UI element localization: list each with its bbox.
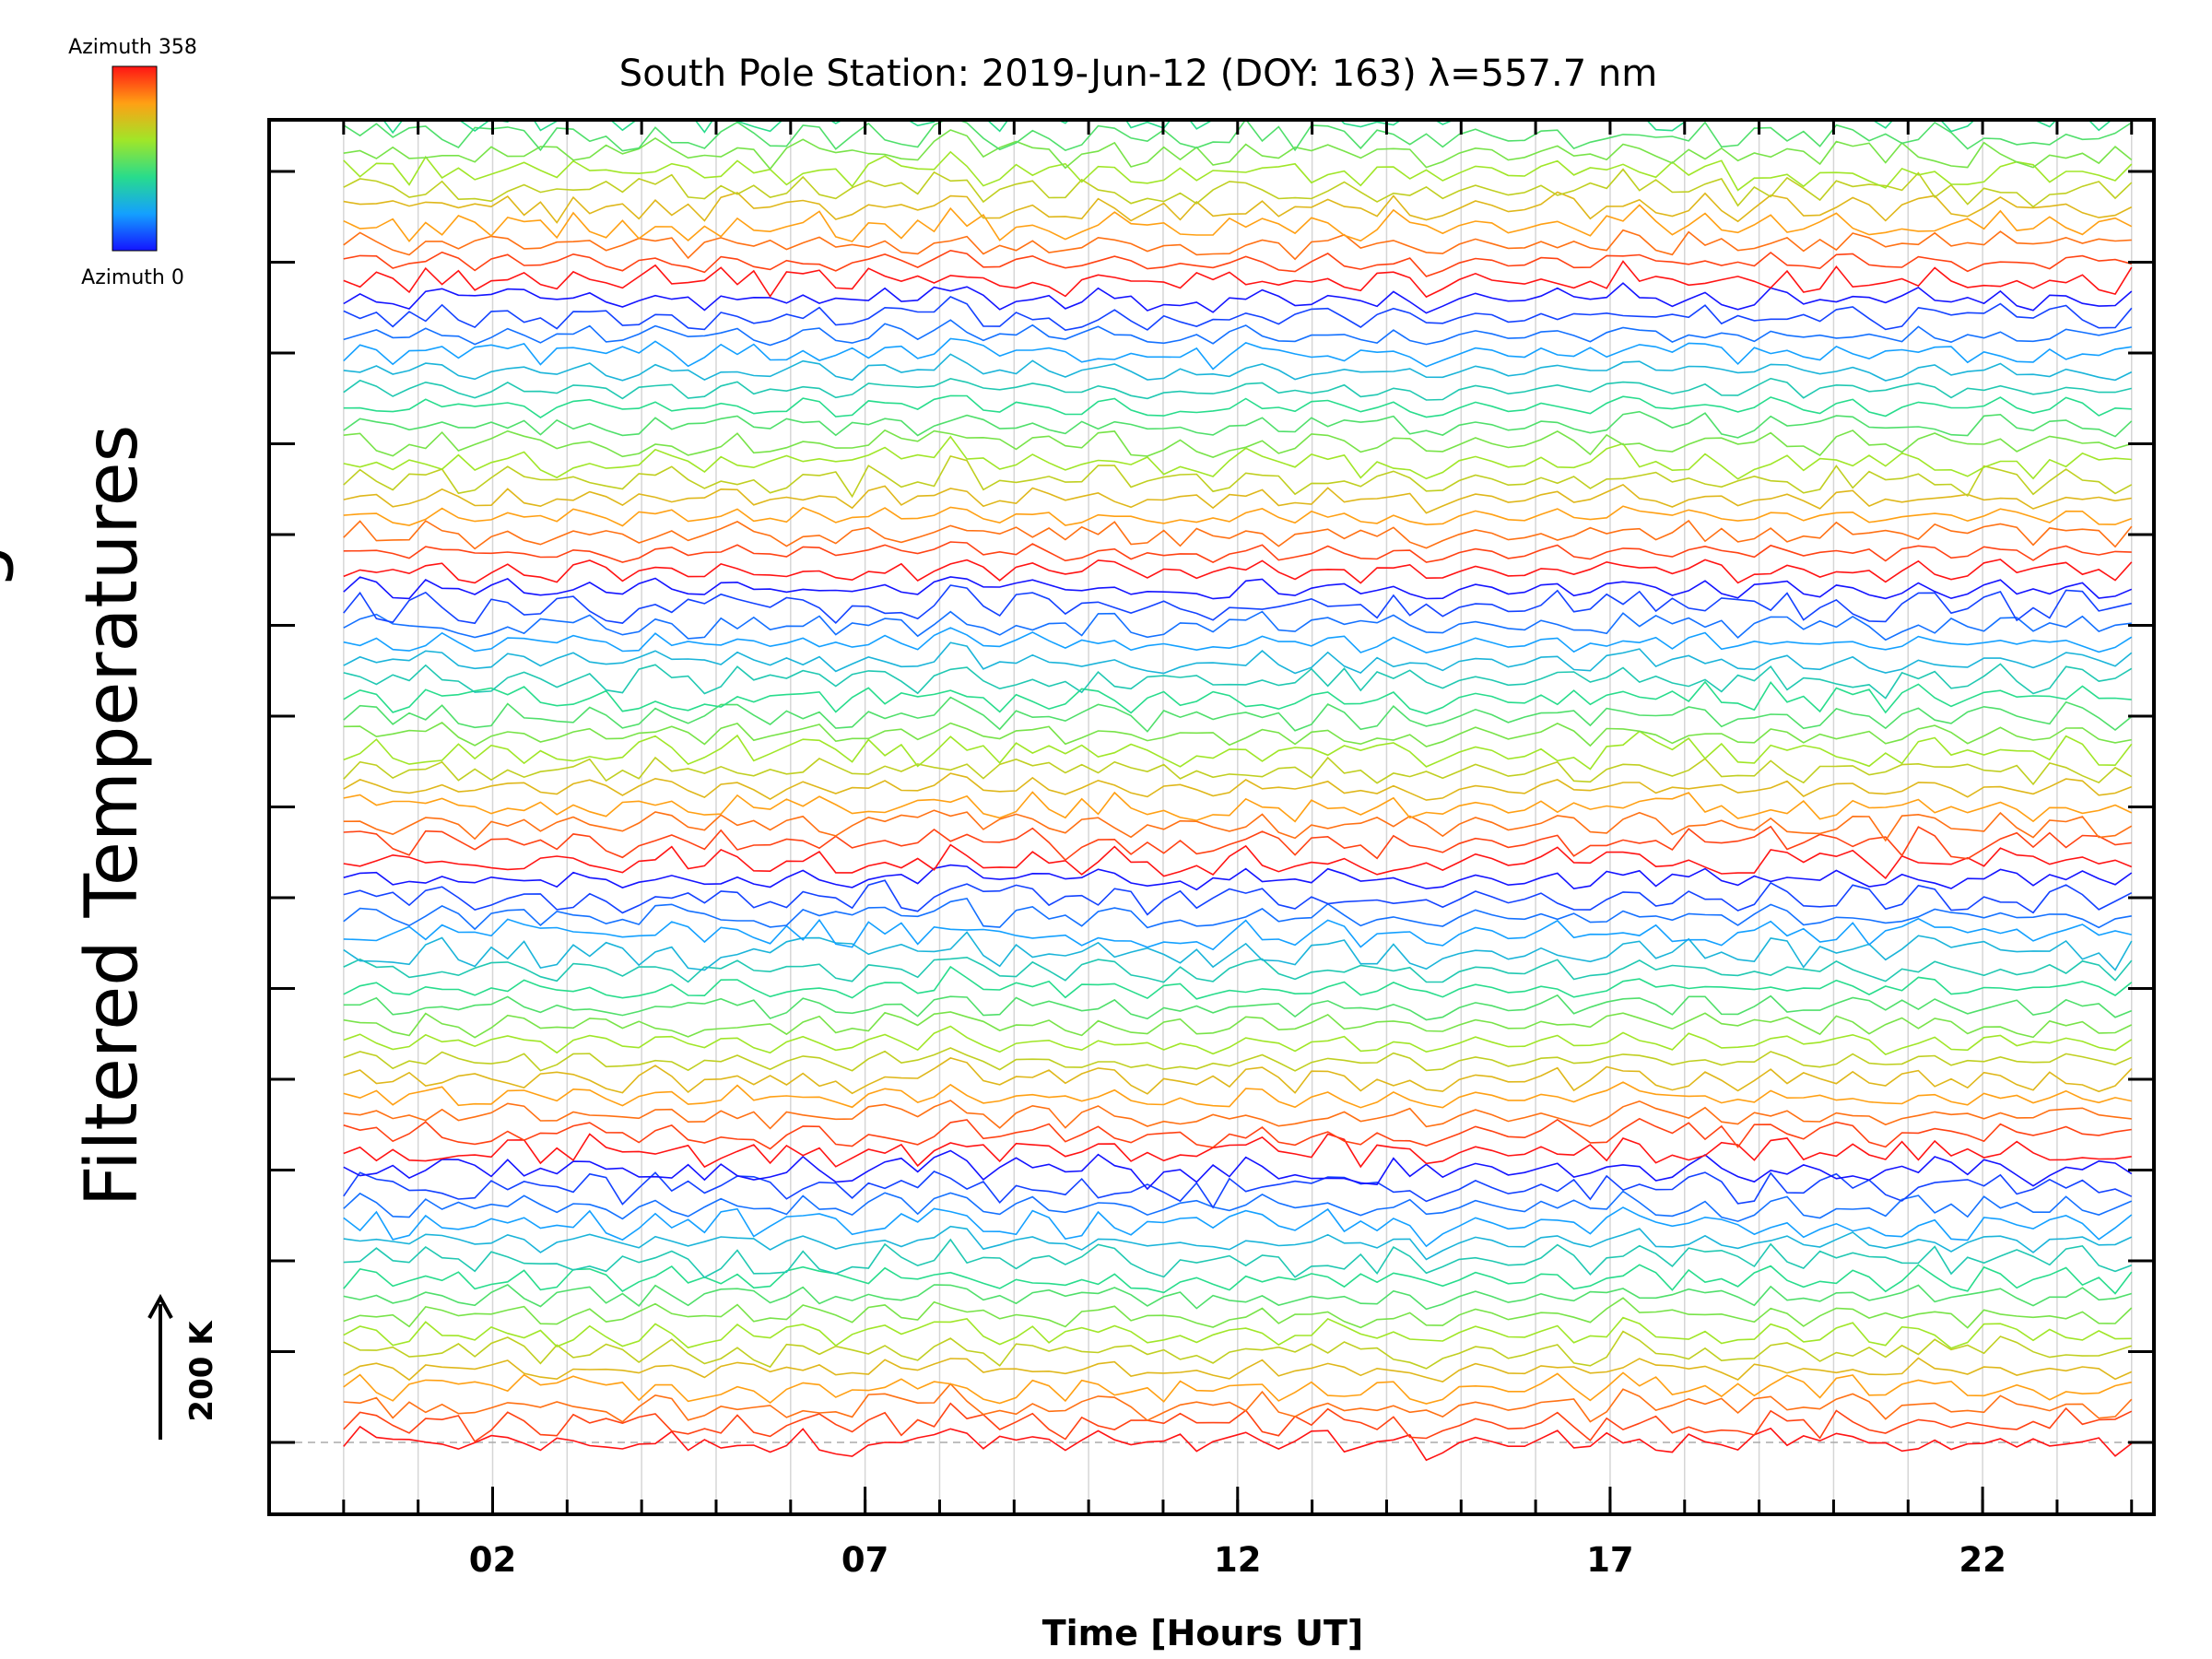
trace-line [343, 204, 2133, 242]
trace-line [343, 627, 2133, 653]
trace-line [343, 756, 2133, 786]
trace-line [343, 772, 2133, 801]
trace-line [343, 791, 2133, 823]
trace-line [343, 1357, 2133, 1382]
trace-line [343, 1371, 2132, 1405]
x-tick-label: 17 [1586, 1540, 1634, 1580]
trace-line [343, 337, 2132, 371]
scale-bar: 200 K [147, 1293, 220, 1440]
trace-line [343, 917, 2132, 951]
colorbar-bottom-label: Azimuth 0 [81, 266, 184, 289]
x-tick-label: 07 [841, 1540, 889, 1580]
x-axis-label: Time [Hours UT] [1042, 1613, 1364, 1653]
trace-line [343, 1206, 2133, 1248]
trace-line [343, 696, 2133, 733]
trace-line [343, 429, 2133, 458]
trace-line [343, 435, 2132, 480]
y-axis-label: Filtered Temperatures [71, 425, 154, 1206]
trace-line [343, 610, 2132, 641]
grid [269, 120, 2154, 1514]
trace-line [343, 394, 2132, 418]
trace-line [343, 1425, 2133, 1462]
trace-line [343, 519, 2133, 550]
trace-line [343, 168, 2133, 208]
x-tick-label: 12 [1214, 1540, 1262, 1580]
trace-line [343, 1225, 2133, 1261]
trace-line [344, 0, 2132, 18]
trace-line [343, 1117, 2132, 1150]
trace-line [343, 1171, 2133, 1209]
scale-bar-label: 200 K [183, 1320, 220, 1422]
trace-line [343, 229, 2132, 261]
trace-line [343, 1149, 2133, 1191]
trace-line [343, 191, 2133, 224]
trace-line [343, 1011, 2133, 1039]
trace-line [343, 1382, 2133, 1423]
trace-line [343, 454, 2133, 499]
trace-line [343, 965, 2133, 1000]
trace-line [343, 956, 2133, 983]
trace-line [343, 1316, 2132, 1349]
trace-line [343, 843, 2133, 879]
y-axis-label-clipped: g [0, 544, 16, 590]
trace-line [343, 1238, 2133, 1279]
traces [343, 0, 2133, 1462]
trace-line [343, 931, 2133, 971]
trace-line [343, 296, 2133, 331]
trace-line [343, 584, 2132, 625]
trace-line [343, 1402, 2133, 1443]
trace-line [343, 576, 2133, 600]
trace-line [344, 14, 2132, 41]
trace-line [343, 1133, 2132, 1169]
trace-line [343, 249, 2133, 277]
trace-line [343, 1264, 2133, 1295]
trace-line [343, 663, 2133, 700]
x-tick-label: 02 [469, 1540, 517, 1580]
trace-line [343, 150, 2133, 192]
trace-line [343, 1297, 2133, 1329]
trace-line [343, 319, 2133, 347]
trace-line [343, 641, 2133, 675]
x-axis: 02 07 12 17 22 [267, 120, 2134, 1580]
plot-border [267, 118, 2156, 1516]
trace-line [343, 809, 2133, 842]
trace-line [343, 541, 2132, 563]
trace-line [343, 1190, 2133, 1222]
trace-line [343, 260, 2133, 299]
trace-line [343, 129, 2133, 171]
trace-line [343, 825, 2132, 862]
trace-line [343, 1047, 2133, 1072]
trace-line [343, 879, 2133, 916]
colorbar: Azimuth 358 Azimuth 0 [68, 36, 197, 289]
trace-line [343, 483, 2132, 514]
trace-line [343, 898, 2132, 931]
colorbar-top-label: Azimuth 358 [68, 36, 197, 59]
trace-line [343, 559, 2133, 584]
trace-line [344, 0, 2132, 7]
trace-line [343, 377, 2132, 401]
trace-line [343, 1284, 2133, 1311]
trace-line [343, 864, 2133, 891]
trace-line [343, 680, 2132, 715]
trace-line [343, 353, 2133, 382]
plot-frame [267, 118, 2156, 1516]
trace-line [343, 505, 2133, 527]
trace-line [343, 994, 2133, 1021]
trace-line [343, 1025, 2133, 1056]
scale-bar-arrow-head [147, 1293, 173, 1319]
trace-line [343, 282, 2133, 314]
trace-line [343, 722, 2132, 747]
trace-line [343, 1330, 2133, 1370]
trace-line [343, 1100, 2132, 1130]
trace-line [343, 730, 2133, 771]
trace-line [343, 1057, 2133, 1095]
x-tick-label: 22 [1959, 1540, 2006, 1580]
trace-line [343, 1081, 2132, 1109]
trace-line [343, 410, 2133, 439]
chart-title: South Pole Station: 2019-Jun-12 (DOY: 16… [619, 53, 1657, 95]
colorbar-gradient [112, 65, 158, 252]
